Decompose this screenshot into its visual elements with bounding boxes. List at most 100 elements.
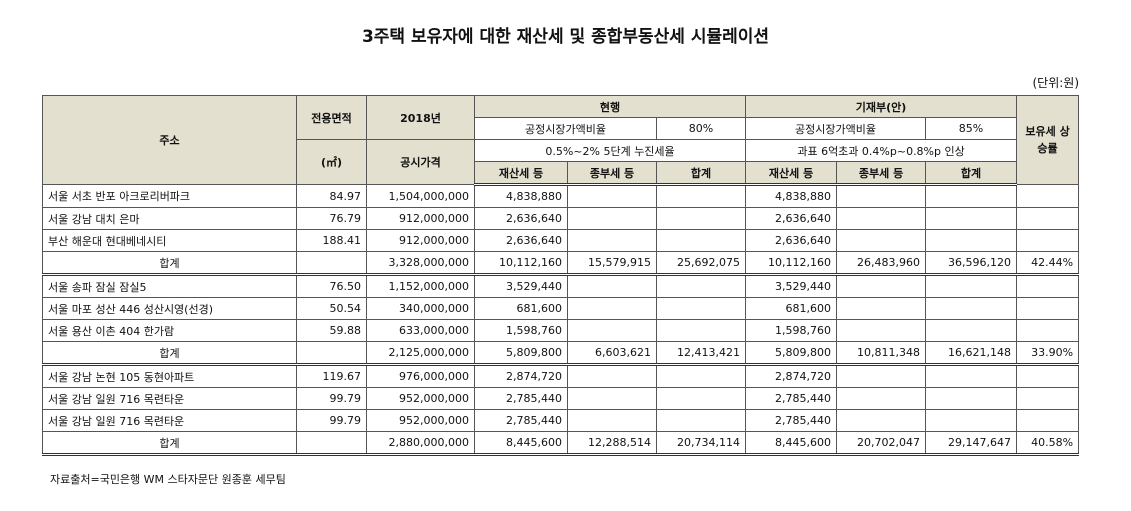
value-cell: 2,636,640 xyxy=(745,229,838,252)
value-cell xyxy=(925,319,1018,342)
value-cell: 633,000,000 xyxy=(366,319,475,342)
address-cell: 서울 마포 성산 446 성산시영(선경) xyxy=(42,297,297,320)
value-cell xyxy=(567,274,657,298)
address-cell: 서울 용산 이촌 404 한가람 xyxy=(42,319,297,342)
value-cell xyxy=(925,409,1018,432)
value-cell xyxy=(655,207,747,230)
address-cell: 합계 xyxy=(42,251,297,276)
header-cell: 85% xyxy=(925,117,1018,140)
value-cell: 952,000,000 xyxy=(366,387,475,410)
value-cell xyxy=(655,184,747,208)
table-row: 서울 용산 이촌 404 한가람 59.88 633,000,000 1,598,76… xyxy=(42,319,1080,342)
value-cell xyxy=(925,207,1018,230)
header-cell: 보유세 상승률 xyxy=(1016,95,1080,185)
value-cell xyxy=(1016,409,1080,432)
value-cell xyxy=(925,184,1018,208)
value-cell xyxy=(836,274,927,298)
header-cell: 기재부(안) xyxy=(745,95,1018,118)
value-cell xyxy=(655,297,747,320)
value-cell: 36,596,120 xyxy=(925,251,1018,276)
value-cell: 4,838,880 xyxy=(474,184,568,208)
value-cell: 976,000,000 xyxy=(366,364,475,388)
table-row: 서울 마포 성산 446 성산시영(선경) 50.54 340,000,000 681… xyxy=(42,297,1080,320)
table-row: 합계 2,880,000,000 8,445,600 12,288,514 20,734… xyxy=(42,431,1080,456)
value-cell: 12,413,421 xyxy=(655,341,747,366)
value-cell: 3,328,000,000 xyxy=(366,251,475,276)
value-cell xyxy=(1016,229,1080,252)
header-cell: 합계 xyxy=(925,161,1018,186)
value-cell xyxy=(655,229,747,252)
value-cell: 1,598,760 xyxy=(474,319,568,342)
header-cell: 재산세 등 xyxy=(474,161,568,186)
value-cell: 2,880,000,000 xyxy=(366,431,475,456)
value-cell: 16,621,148 xyxy=(925,341,1018,366)
table-row: 서울 강남 일원 716 목련타운 99.79 952,000,000 2,785,4… xyxy=(42,387,1080,410)
value-cell: 33.90% xyxy=(1016,341,1080,366)
value-cell: 76.50 xyxy=(296,274,367,298)
value-cell: 1,152,000,000 xyxy=(366,274,475,298)
value-cell xyxy=(925,364,1018,388)
value-cell: 84.97 xyxy=(296,184,367,208)
value-cell: 99.79 xyxy=(296,387,367,410)
header-cell: 공정시장가액비율 xyxy=(474,117,657,140)
value-cell xyxy=(296,251,367,276)
value-cell: 2,636,640 xyxy=(745,207,838,230)
header-cell: 종부세 등 xyxy=(567,161,657,186)
value-cell: 912,000,000 xyxy=(366,229,475,252)
value-cell xyxy=(1016,207,1080,230)
value-cell: 681,600 xyxy=(474,297,568,320)
value-cell: 50.54 xyxy=(296,297,367,320)
value-cell xyxy=(1016,387,1080,410)
value-cell: 2,874,720 xyxy=(745,364,838,388)
value-cell xyxy=(655,364,747,388)
value-cell: 3,529,440 xyxy=(745,274,838,298)
value-cell xyxy=(655,319,747,342)
value-cell xyxy=(1016,364,1080,388)
value-cell: 10,112,160 xyxy=(745,251,838,276)
value-cell: 8,445,600 xyxy=(745,431,838,456)
table-row: 합계 3,328,000,000 10,112,160 15,579,915 25,69… xyxy=(42,251,1080,276)
address-cell: 서울 서초 반포 아크로리버파크 xyxy=(42,184,297,208)
value-cell xyxy=(655,387,747,410)
header-cell: 종부세 등 xyxy=(836,161,927,186)
value-cell xyxy=(836,297,927,320)
value-cell xyxy=(836,229,927,252)
value-cell: 20,702,047 xyxy=(836,431,927,456)
value-cell: 2,636,640 xyxy=(474,229,568,252)
value-cell: 1,504,000,000 xyxy=(366,184,475,208)
table-row: 합계 2,125,000,000 5,809,800 6,603,621 12,413,… xyxy=(42,341,1080,366)
value-cell xyxy=(836,184,927,208)
header-cell: 공정시장가액비율 xyxy=(745,117,927,140)
value-cell: 2,636,640 xyxy=(474,207,568,230)
header-cell: 주소 xyxy=(42,95,297,185)
header-cell: 현행 xyxy=(473,95,747,118)
address-cell: 합계 xyxy=(42,431,297,456)
value-cell: 952,000,000 xyxy=(366,409,475,432)
address-cell: 서울 송파 잠실 잠실5 xyxy=(42,274,297,298)
value-cell: 29,147,647 xyxy=(925,431,1018,456)
value-cell: 15,579,915 xyxy=(567,251,657,276)
address-cell: 서울 강남 일원 716 목련타운 xyxy=(42,387,297,410)
value-cell: 340,000,000 xyxy=(366,297,475,320)
value-cell: 5,809,800 xyxy=(745,341,838,366)
address-cell: 서울 강남 논현 105 동현아파트 xyxy=(42,364,297,388)
header-cell: 80% xyxy=(655,117,747,140)
value-cell xyxy=(567,184,657,208)
value-cell: 12,288,514 xyxy=(567,431,657,456)
value-cell xyxy=(925,229,1018,252)
title: 3주택 보유자에 대한 재산세 및 종합부동산세 시뮬레이션 xyxy=(361,27,770,47)
table-row: 서울 송파 잠실 잠실5 76.50 1,152,000,000 3,529,440 3… xyxy=(42,274,1080,298)
value-cell xyxy=(567,207,657,230)
value-cell xyxy=(567,364,657,388)
value-cell: 2,785,440 xyxy=(474,409,568,432)
value-cell xyxy=(1016,184,1080,208)
value-cell: 40.58% xyxy=(1016,431,1080,456)
value-cell: 2,874,720 xyxy=(474,364,568,388)
value-cell xyxy=(1016,274,1080,298)
table-row: 부산 해운대 현대베네시티 188.41 912,000,000 2,636,640 2… xyxy=(42,229,1080,252)
value-cell xyxy=(836,387,927,410)
value-cell: 188.41 xyxy=(296,229,367,252)
table-body: 서울 서초 반포 아크로리버파크 84.97 1,504,000,000 4,838,… xyxy=(42,184,1080,456)
address-cell: 합계 xyxy=(42,341,297,366)
